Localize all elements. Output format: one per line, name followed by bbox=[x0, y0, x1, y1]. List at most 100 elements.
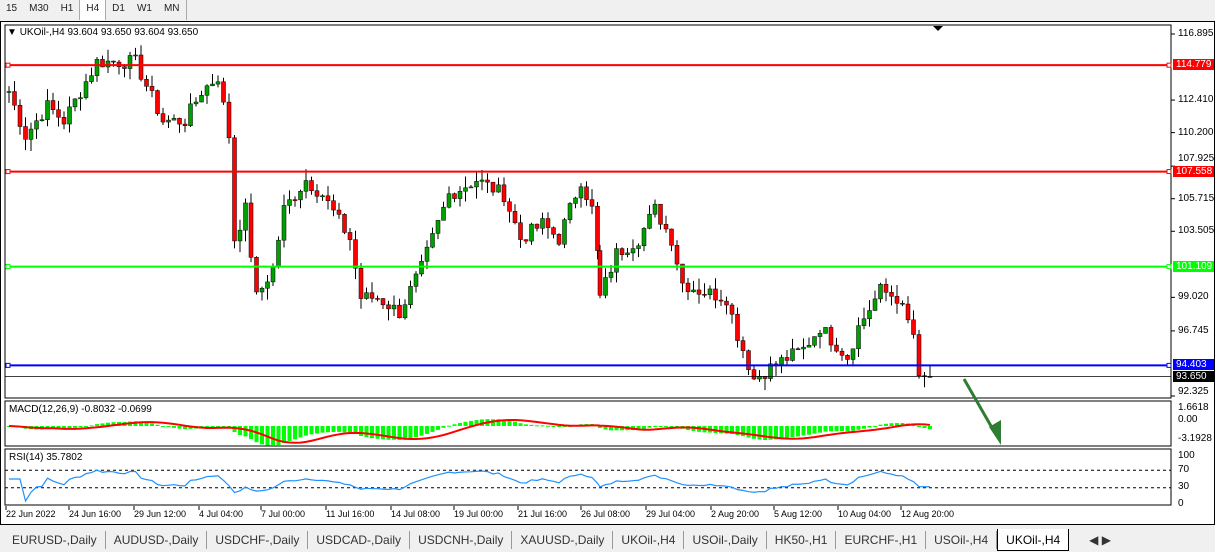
candle bbox=[452, 193, 457, 199]
macd-histogram-bar bbox=[603, 426, 608, 430]
macd-histogram-bar bbox=[100, 423, 105, 426]
candle bbox=[468, 186, 474, 189]
dropdown-triangle-icon[interactable]: ▼ bbox=[7, 27, 17, 38]
candle bbox=[309, 180, 314, 191]
macd-histogram-bar bbox=[878, 424, 883, 426]
macd-histogram-bar bbox=[524, 424, 528, 426]
rsi-pane-frame bbox=[4, 448, 1172, 506]
macd-histogram-bar bbox=[867, 426, 872, 428]
macd-histogram-bar bbox=[719, 426, 723, 434]
candle bbox=[490, 181, 496, 193]
timeframe-15[interactable]: 15 bbox=[6, 3, 18, 14]
macd-histogram-bar bbox=[232, 426, 237, 433]
tab-eurusd-daily[interactable]: EURUSD-,Daily bbox=[4, 531, 106, 549]
candle bbox=[413, 273, 419, 287]
macd-histogram-bar bbox=[95, 424, 99, 426]
tab-eurchf-h1[interactable]: EURCHF-,H1 bbox=[836, 531, 927, 549]
candle bbox=[111, 60, 116, 63]
macd-histogram-bar bbox=[155, 424, 160, 426]
candle bbox=[680, 263, 685, 284]
chart-window[interactable]: ▼ UKOil-,H4 93.604 93.650 93.604 93.650 … bbox=[0, 21, 1215, 525]
candle bbox=[171, 118, 177, 121]
candle bbox=[160, 113, 166, 123]
macd-histogram-bar bbox=[895, 423, 899, 426]
tab-audusd-daily[interactable]: AUDUSD-,Daily bbox=[106, 531, 208, 549]
candle bbox=[652, 203, 658, 215]
tab-hk50-h1[interactable]: HK50-,H1 bbox=[767, 531, 837, 549]
candle bbox=[768, 363, 773, 379]
candle bbox=[674, 245, 680, 265]
candle bbox=[496, 184, 501, 193]
tab-usdcad-daily[interactable]: USDCAD-,Daily bbox=[308, 531, 411, 549]
candle bbox=[735, 313, 740, 341]
macd-histogram-bar bbox=[67, 426, 72, 429]
price-axis-label: 107.925 bbox=[1178, 152, 1215, 164]
time-axis-label: 11 Jul 16:00 bbox=[326, 509, 375, 519]
macd-histogram-bar bbox=[658, 426, 663, 427]
macd-histogram-bar bbox=[730, 426, 734, 434]
candle bbox=[534, 223, 540, 229]
candle bbox=[243, 202, 248, 231]
macd-histogram-bar bbox=[375, 426, 380, 439]
macd-histogram-bar bbox=[785, 426, 789, 439]
macd-histogram-bar bbox=[62, 426, 66, 429]
candle bbox=[61, 117, 67, 125]
candle bbox=[691, 289, 696, 293]
candle bbox=[336, 209, 342, 215]
candle bbox=[608, 271, 614, 278]
macd-histogram-bar bbox=[348, 426, 352, 433]
tab-xauusd-daily[interactable]: XAUUSD-,Daily bbox=[512, 531, 614, 549]
candle bbox=[845, 355, 850, 360]
macd-histogram-bar bbox=[551, 426, 556, 427]
timeframe-H1[interactable]: H1 bbox=[60, 3, 74, 14]
candle bbox=[281, 205, 287, 241]
level-price-label: 101.109 bbox=[1173, 260, 1214, 272]
tab-ukoil-h4[interactable]: UKOil-,H4 bbox=[613, 531, 685, 549]
time-axis-label: 2 Aug 20:00 bbox=[711, 509, 760, 519]
macd-histogram-bar bbox=[535, 425, 539, 427]
time-axis-label: 26 Jul 08:00 bbox=[581, 509, 631, 519]
macd-histogram-bar bbox=[900, 422, 905, 426]
chart-canvas[interactable] bbox=[1, 22, 1214, 524]
macd-histogram-bar bbox=[84, 426, 88, 427]
macd-histogram-bar bbox=[598, 426, 602, 429]
candle bbox=[402, 304, 408, 319]
tab-scroll-arrows-icon[interactable]: ◀ ▶ bbox=[1089, 533, 1111, 547]
candle bbox=[386, 304, 391, 310]
tab-ukoil-h4[interactable]: UKOil-,H4 bbox=[997, 529, 1070, 551]
tab-usoil-daily[interactable]: USOil-,Daily bbox=[684, 531, 767, 549]
macd-histogram-bar bbox=[609, 426, 613, 431]
timeframe-MN[interactable]: MN bbox=[163, 3, 180, 14]
tab-usdcnh-daily[interactable]: USDCNH-,Daily bbox=[410, 531, 513, 549]
level-handle bbox=[5, 62, 11, 68]
timeframe-D1[interactable]: D1 bbox=[112, 3, 125, 14]
macd-histogram-bar bbox=[238, 426, 242, 436]
timeframe-M30[interactable]: M30 bbox=[29, 3, 49, 14]
price-axis-label: 116.895 bbox=[1178, 28, 1214, 39]
macd-histogram-bar bbox=[474, 420, 479, 426]
macd-histogram-bar bbox=[221, 426, 226, 427]
candle bbox=[210, 83, 215, 87]
macd-histogram-bar bbox=[862, 426, 866, 429]
macd-histogram-bar bbox=[664, 426, 668, 427]
macd-histogram-bar bbox=[818, 426, 822, 433]
macd-histogram-bar bbox=[293, 426, 297, 440]
candle bbox=[303, 180, 309, 192]
macd-histogram-bar bbox=[320, 426, 325, 433]
macd-histogram-bar bbox=[889, 423, 894, 426]
macd-histogram-bar bbox=[364, 426, 369, 438]
tab-usdchf-daily[interactable]: USDCHF-,Daily bbox=[207, 531, 309, 549]
candle bbox=[408, 286, 413, 305]
timeframe-W1[interactable]: W1 bbox=[136, 3, 152, 14]
candle bbox=[34, 120, 39, 130]
timeframe-H4[interactable]: H4 bbox=[79, 0, 107, 20]
tab-usoil-h4[interactable]: USOil-,H4 bbox=[926, 531, 998, 549]
candle bbox=[567, 203, 573, 220]
candle bbox=[512, 211, 518, 223]
level-handle bbox=[1166, 62, 1172, 68]
candle bbox=[795, 348, 801, 351]
level-handle bbox=[5, 169, 11, 175]
candle bbox=[839, 350, 845, 356]
candle bbox=[828, 327, 834, 346]
level-handle bbox=[1166, 169, 1172, 175]
